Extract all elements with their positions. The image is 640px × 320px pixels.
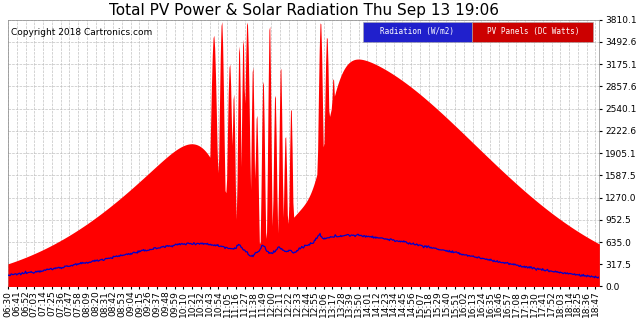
Text: Copyright 2018 Cartronics.com: Copyright 2018 Cartronics.com bbox=[11, 28, 152, 37]
Bar bbox=[472, 22, 593, 42]
Bar bbox=[363, 22, 472, 42]
Text: PV Panels (DC Watts): PV Panels (DC Watts) bbox=[486, 28, 579, 36]
Text: Radiation (W/m2): Radiation (W/m2) bbox=[381, 28, 454, 36]
Title: Total PV Power & Solar Radiation Thu Sep 13 19:06: Total PV Power & Solar Radiation Thu Sep… bbox=[109, 4, 499, 19]
